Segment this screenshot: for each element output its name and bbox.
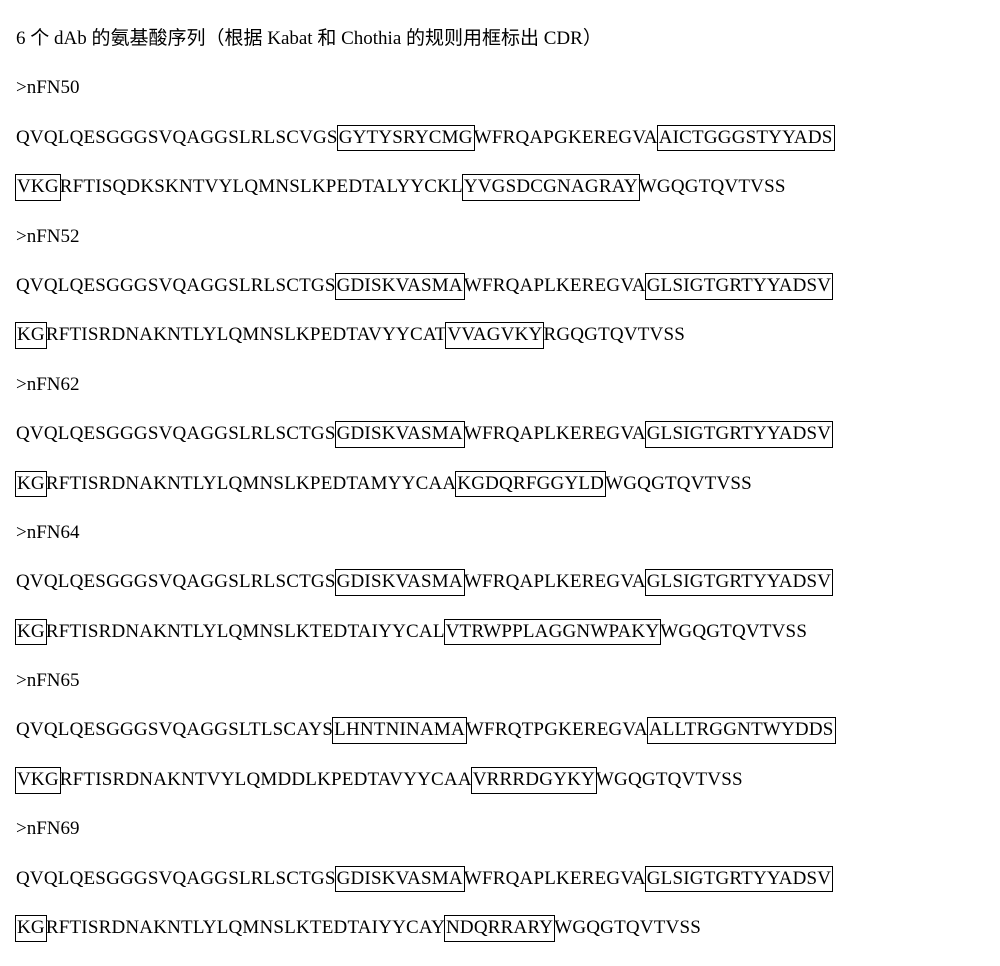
cdr-region: GDISKVASMA xyxy=(335,273,465,300)
sequence-line: KGRFTISRDNAKNTLYLQMNSLKTEDTAIYYCAYNDQRRA… xyxy=(16,903,984,952)
framework-region: QVQLQESGGGSVQAGGSLRLSCTGS xyxy=(16,571,336,592)
framework-region: RFTISRDNAKNTLYLQMNSLKPEDTAVYYCAT xyxy=(46,324,447,345)
cdr-region: GYTYSRYCMG xyxy=(337,125,475,152)
cdr-region: GDISKVASMA xyxy=(335,421,465,448)
framework-region: WFRQAPLKEREGVA xyxy=(464,868,646,889)
sequence-line: KGRFTISRDNAKNTLYLQMNSLKPEDTAMYYCAAKGDQRF… xyxy=(16,459,984,508)
framework-region: WFRQAPLKEREGVA xyxy=(464,423,646,444)
sequence-line: QVQLQESGGGSVQAGGSLTLSCAYSLHNTNINAMAWFRQT… xyxy=(16,705,984,754)
framework-region: WGQGTQVTVSS xyxy=(596,769,743,790)
framework-region: QVQLQESGGGSVQAGGSLTLSCAYS xyxy=(16,719,333,740)
cdr-region: KG xyxy=(15,471,47,498)
sequence-label: >nFN52 xyxy=(16,212,984,261)
cdr-region: KG xyxy=(15,619,47,646)
sequence-label: >nFN50 xyxy=(16,63,984,112)
cdr-region: KGDQRFGGYLD xyxy=(455,471,606,498)
framework-region: WGQGTQVTVSS xyxy=(554,917,701,938)
framework-region: QVQLQESGGGSVQAGGSLRLSCVGS xyxy=(16,127,338,148)
cdr-region: VRRRDGYKY xyxy=(471,767,597,794)
document-title: 6 个 dAb 的氨基酸序列（根据 Kabat 和 Chothia 的规则用框标… xyxy=(16,14,984,63)
cdr-region: GLSIGTGRTYYADSV xyxy=(645,273,833,300)
cdr-region: VVAGVKY xyxy=(445,322,544,349)
sequence-line: QVQLQESGGGSVQAGGSLRLSCTGSGDISKVASMAWFRQA… xyxy=(16,854,984,903)
framework-region: WFRQAPGKEREGVA xyxy=(474,127,658,148)
cdr-region: GLSIGTGRTYYADSV xyxy=(645,569,833,596)
framework-region: RFTISRDNAKNTLYLQMNSLKTEDTAIYYCAY xyxy=(46,917,445,938)
sequence-line: QVQLQESGGGSVQAGGSLRLSCTGSGDISKVASMAWFRQA… xyxy=(16,261,984,310)
sequence-line: QVQLQESGGGSVQAGGSLRLSCTGSGDISKVASMAWFRQA… xyxy=(16,409,984,458)
sequence-line: KGRFTISRDNAKNTLYLQMNSLKTEDTAIYYCALVTRWPP… xyxy=(16,607,984,656)
framework-region: RFTISRDNAKNTLYLQMNSLKPEDTAMYYCAA xyxy=(46,473,456,494)
sequence-label: >nFN69 xyxy=(16,804,984,853)
sequence-list: >nFN50QVQLQESGGGSVQAGGSLRLSCVGSGYTYSRYCM… xyxy=(16,63,984,952)
cdr-region: VKG xyxy=(15,767,61,794)
framework-region: WGQGTQVTVSS xyxy=(660,621,807,642)
cdr-region: KG xyxy=(15,322,47,349)
framework-region: RFTISQDKSKNTVYLQMNSLKPEDTALYYCKL xyxy=(60,176,463,197)
framework-region: WGQGTQVTVSS xyxy=(639,176,786,197)
cdr-region: VTRWPPLAGGNWPAKY xyxy=(444,619,662,646)
sequence-label: >nFN65 xyxy=(16,656,984,705)
sequence-label: >nFN62 xyxy=(16,360,984,409)
sequence-line: QVQLQESGGGSVQAGGSLRLSCTGSGDISKVASMAWFRQA… xyxy=(16,557,984,606)
sequence-line: KGRFTISRDNAKNTLYLQMNSLKPEDTAVYYCATVVAGVK… xyxy=(16,310,984,359)
sequence-line: QVQLQESGGGSVQAGGSLRLSCVGSGYTYSRYCMGWFRQA… xyxy=(16,113,984,162)
sequence-label: >nFN64 xyxy=(16,508,984,557)
framework-region: RFTISRDNAKNTVYLQMDDLKPEDTAVYYCAA xyxy=(60,769,472,790)
framework-region: QVQLQESGGGSVQAGGSLRLSCTGS xyxy=(16,275,336,296)
framework-region: QVQLQESGGGSVQAGGSLRLSCTGS xyxy=(16,423,336,444)
cdr-region: GLSIGTGRTYYADSV xyxy=(645,866,833,893)
sequence-line: VKGRFTISQDKSKNTVYLQMNSLKPEDTALYYCKLYVGSD… xyxy=(16,162,984,211)
framework-region: WFRQTPGKEREGVA xyxy=(466,719,648,740)
cdr-region: GDISKVASMA xyxy=(335,569,465,596)
framework-region: WGQGTQVTVSS xyxy=(605,473,752,494)
framework-region: RGQGTQVTVSS xyxy=(543,324,685,345)
cdr-region: VKG xyxy=(15,174,61,201)
cdr-region: YVGSDCGNAGRAY xyxy=(462,174,640,201)
sequence-line: VKGRFTISRDNAKNTVYLQMDDLKPEDTAVYYCAAVRRRD… xyxy=(16,755,984,804)
framework-region: WFRQAPLKEREGVA xyxy=(464,571,646,592)
framework-region: RFTISRDNAKNTLYLQMNSLKTEDTAIYYCAL xyxy=(46,621,445,642)
framework-region: QVQLQESGGGSVQAGGSLRLSCTGS xyxy=(16,868,336,889)
cdr-region: NDQRRARY xyxy=(444,915,555,942)
framework-region: WFRQAPLKEREGVA xyxy=(464,275,646,296)
cdr-region: ALLTRGGNTWYDDS xyxy=(647,717,836,744)
cdr-region: AICTGGGSTYYADS xyxy=(657,125,835,152)
cdr-region: GLSIGTGRTYYADSV xyxy=(645,421,833,448)
cdr-region: KG xyxy=(15,915,47,942)
cdr-region: LHNTNINAMA xyxy=(332,717,467,744)
cdr-region: GDISKVASMA xyxy=(335,866,465,893)
